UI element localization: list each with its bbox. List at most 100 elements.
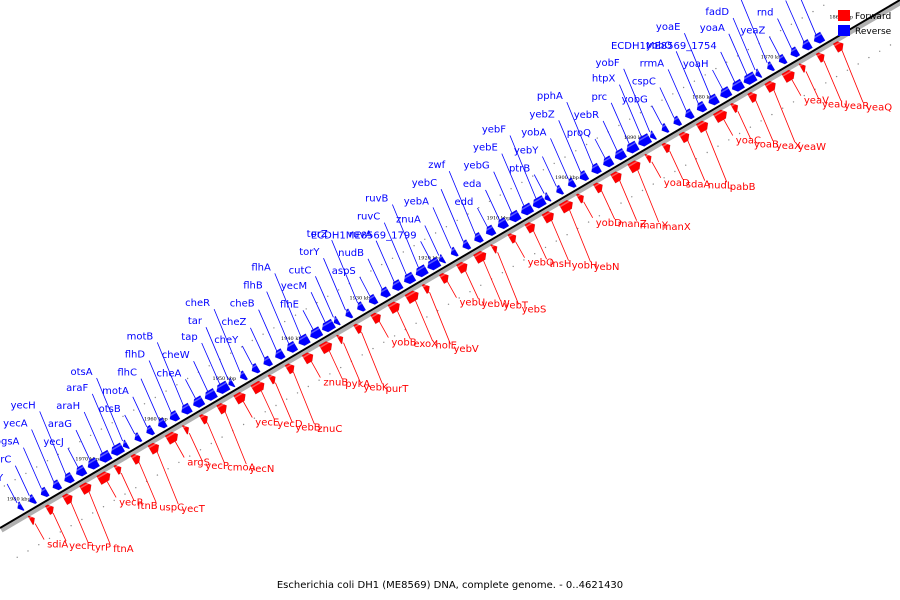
guide-dot xyxy=(478,207,480,209)
leader-line-yebe xyxy=(501,153,525,206)
gene-glyph-flhc xyxy=(156,417,168,429)
guide-dot xyxy=(488,200,491,203)
gene-glyph-cher xyxy=(238,370,249,381)
gene-glyph-arah xyxy=(97,449,113,463)
guide-dot xyxy=(199,449,202,451)
gene-glyph-ftna xyxy=(78,481,92,496)
gene-glyph-yoae xyxy=(706,93,721,106)
guide-dot xyxy=(434,232,437,234)
gene-glyph-yect xyxy=(147,442,160,455)
gene-glyph-rrma xyxy=(683,108,695,120)
gene-label-chea: cheA xyxy=(157,368,182,379)
gene-label-tyrp: tyrP xyxy=(91,543,111,554)
guide-dot xyxy=(370,270,372,272)
backbone-shadow xyxy=(0,1,900,533)
guide-dot xyxy=(641,189,644,192)
guide-dot xyxy=(415,322,417,324)
leader-line-yecj xyxy=(67,448,79,468)
guide-dot xyxy=(221,436,223,438)
gene-glyph-yebr xyxy=(613,147,628,161)
gene-glyph-yeaz xyxy=(777,53,788,65)
gene-label-rrma: rrmA xyxy=(640,58,665,69)
gene-label-yoae: yoaE xyxy=(656,22,680,33)
guide-dot xyxy=(458,297,460,299)
guide-dot xyxy=(685,164,687,166)
guide-dot xyxy=(3,485,6,487)
leader-line-yebv xyxy=(429,292,451,345)
gene-glyph-pgsa xyxy=(39,486,50,498)
guide-dot xyxy=(143,403,146,405)
leader-line-yobd xyxy=(583,201,594,218)
guide-dot xyxy=(620,202,622,204)
leader-line-eda xyxy=(485,189,500,221)
gene-glyph-yebk xyxy=(335,334,344,345)
gene-label-yoba: yobA xyxy=(521,127,546,138)
guide-dot xyxy=(456,219,458,222)
guide-dot xyxy=(693,80,696,82)
guide-dot xyxy=(318,379,320,381)
gene-label-yebb: yebB xyxy=(295,423,320,434)
tick-1930-kbp: 1930 kbp xyxy=(350,296,374,302)
guide-dot xyxy=(59,531,61,533)
guide-dot xyxy=(521,181,523,184)
gene-glyph-chez xyxy=(261,355,274,367)
gene-label-znub: znuB xyxy=(323,378,348,389)
gene-label-year: yeaR xyxy=(844,101,869,112)
leader-line-yeba xyxy=(432,207,452,249)
gene-label-yebc: yebC xyxy=(412,178,437,189)
gene-label-yeaq: yeaQ xyxy=(866,102,892,113)
guide-dot xyxy=(682,86,685,89)
leader-line-yeav xyxy=(791,79,802,96)
leader-line-yebk xyxy=(343,342,361,383)
gene-glyph-cutc xyxy=(332,315,341,326)
gene-label-ruva: ruvA xyxy=(349,230,372,241)
gene-glyph-proq xyxy=(601,155,615,168)
gene-label-yecn: yecN xyxy=(249,464,274,475)
gene-label-cmoa: cmoA xyxy=(227,463,255,474)
guide-dot xyxy=(189,455,191,457)
gene-glyph-htpx xyxy=(636,132,653,147)
guide-dot xyxy=(329,373,331,375)
gene-label-pyka: pykA xyxy=(345,379,370,390)
guide-dot xyxy=(68,447,70,449)
leader-line-yebz xyxy=(558,120,582,173)
gene-label-otsb: otsB xyxy=(99,404,121,415)
gene-glyph-yeau xyxy=(798,62,806,73)
leader-line-arah xyxy=(83,411,103,454)
leader-line-yect xyxy=(156,451,179,505)
gene-glyph-tar xyxy=(226,377,236,388)
guide-dot xyxy=(631,196,633,198)
gene-label-yobo: yobO xyxy=(646,40,672,51)
guide-dot xyxy=(402,251,404,253)
leader-line-tap xyxy=(201,342,221,385)
leader-line-chez xyxy=(250,327,265,358)
gene-glyph-yeca xyxy=(50,479,63,491)
gene-label-yoac: yoaC xyxy=(736,136,761,147)
gene-label-hole: holE xyxy=(435,341,457,352)
gene-label-arag: araG xyxy=(48,419,72,430)
gene-label-tap: tap xyxy=(181,332,197,343)
gene-glyph-hole xyxy=(404,289,419,305)
leader-line-yeaq xyxy=(841,50,864,103)
leader-line-znua xyxy=(424,225,440,256)
leader-line-yobh xyxy=(551,220,569,261)
guide-dot xyxy=(262,333,264,335)
gene-glyph-yobd xyxy=(575,192,585,204)
leader-line-proq xyxy=(594,138,606,159)
gene-glyph-uspc xyxy=(130,453,141,465)
leader-line-yeau xyxy=(805,71,820,100)
gene-label-tar: tar xyxy=(188,316,203,327)
guide-dot xyxy=(186,377,189,380)
gene-label-yeby: yebY xyxy=(514,146,539,157)
leader-line-cutc xyxy=(315,276,334,318)
guide-dot xyxy=(510,188,512,190)
leader-line-fadd xyxy=(732,17,756,71)
gene-glyph-chey xyxy=(250,362,261,374)
genome-caption: Escherichia coli DH1 (ME8569) DNA, compl… xyxy=(277,580,623,591)
guide-dot xyxy=(544,246,547,249)
guide-dot xyxy=(89,434,92,437)
gene-label-araf: araF xyxy=(66,383,88,394)
gene-glyph-yech xyxy=(62,471,76,484)
gene-label-ruvb: ruvB xyxy=(365,194,388,205)
gene-glyph-yecm xyxy=(320,318,337,333)
